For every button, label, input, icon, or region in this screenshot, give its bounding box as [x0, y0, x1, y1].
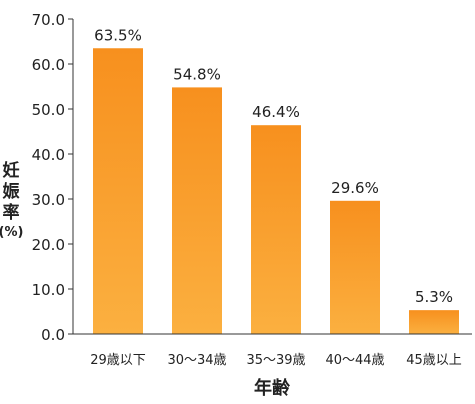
x-axis: 29歳以下 30～34歳 35～39歳 40～44歳 45歳以上	[73, 333, 472, 368]
bar-value-label: 46.4%	[252, 103, 300, 121]
y-tick-label: 60.0	[32, 56, 65, 74]
y-axis-title-char: 娠	[3, 181, 21, 202]
bar	[409, 310, 459, 334]
bar	[251, 125, 301, 334]
y-tick-label: 10.0	[32, 281, 65, 299]
y-tick-label: 70.0	[32, 11, 65, 29]
bar	[172, 87, 222, 335]
bar-value-label: 54.8%	[173, 65, 221, 83]
x-tick-label: 40～44歳	[325, 353, 384, 368]
bar	[93, 48, 143, 334]
y-axis-title-char: (%)	[0, 225, 23, 240]
x-tick-label: 30～34歳	[167, 353, 226, 368]
bar-value-label: 29.6%	[331, 179, 379, 197]
y-tick-label: 50.0	[32, 101, 65, 119]
y-tick-label: 30.0	[32, 191, 65, 209]
x-tick-label: 29歳以下	[90, 353, 146, 368]
bar-value-label: 63.5%	[94, 26, 142, 44]
y-axis-title-char: 妊	[3, 160, 20, 181]
x-tick-label: 35～39歳	[246, 353, 305, 368]
bar	[330, 200, 380, 334]
y-tick-label: 20.0	[32, 236, 65, 254]
y-axis-title: 妊娠率 (%)	[0, 160, 23, 240]
y-axis-title-char: 率	[3, 202, 20, 223]
bars: 63.5% 54.8% 46.4% 29.6% 5.3%	[93, 26, 459, 335]
y-axis: 0.0 10.0 20.0 30.0 40.0 50.0 60.0 70.0	[32, 11, 74, 344]
y-tick-label: 40.0	[32, 146, 65, 164]
x-axis-title: 年齢	[254, 377, 291, 399]
y-tick-label: 0.0	[41, 326, 65, 344]
x-tick-label: 45歳以上	[406, 353, 462, 368]
bar-value-label: 5.3%	[415, 288, 453, 306]
